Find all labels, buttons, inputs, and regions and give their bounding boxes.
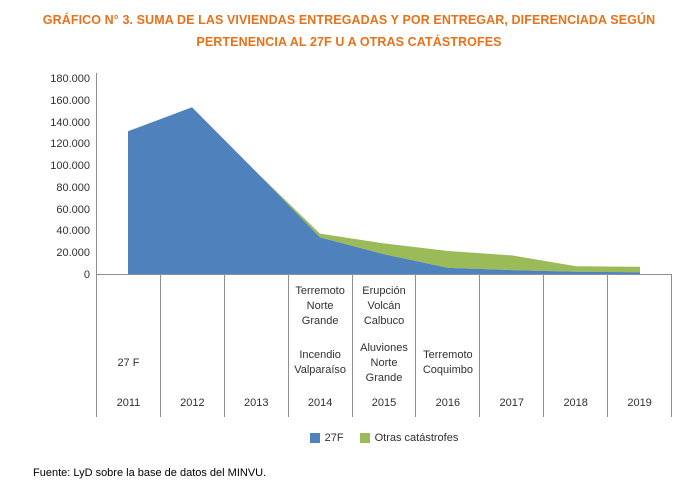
event-label-top — [608, 275, 671, 337]
year-label: 2015 — [371, 397, 397, 409]
category-column-2011: 27 F 2011 — [96, 275, 160, 417]
y-axis-tick-label: 160.000 — [50, 94, 90, 107]
chart-title-line1: GRÁFICO N° 3. SUMA DE LAS VIVIENDAS ENTR… — [42, 13, 656, 27]
event-label-top — [544, 275, 607, 337]
event-label-top: Terremoto Norte Grande — [295, 284, 345, 327]
category-column-2012: 2012 — [159, 275, 224, 417]
legend-item: 27F — [309, 432, 344, 444]
y-axis-tick-label: 60.000 — [56, 203, 90, 216]
legend-label: Otras catástrofes — [374, 432, 459, 444]
event-label-top — [97, 275, 160, 337]
y-axis-tick-label: 80.000 — [56, 181, 90, 194]
event-label-top — [416, 275, 479, 337]
event-label-bottom: 27 F — [117, 356, 140, 369]
event-label-top — [225, 275, 288, 337]
y-axis-tick-label: 20.000 — [56, 247, 90, 260]
event-label-top: Erupción Volcán Calbuco — [362, 284, 406, 327]
series-area-27f — [128, 107, 640, 275]
y-axis-tick-label: 100.000 — [50, 160, 90, 173]
event-label-bottom: Terremoto Coquimbo — [422, 349, 473, 376]
year-label: 2012 — [180, 397, 205, 409]
year-label: 2011 — [116, 397, 141, 409]
category-axis-table: 27 F 2011 2012 2013 Terremoto Norte Grande In… — [96, 275, 673, 417]
event-label-top — [480, 275, 543, 337]
category-column-2018: 2018 — [543, 275, 607, 417]
chart-title: GRÁFICO N° 3. SUMA DE LAS VIVIENDAS ENTR… — [10, 9, 688, 53]
category-column-2019: 2019 — [607, 275, 673, 417]
category-column-2013: 2013 — [223, 275, 288, 417]
event-label-bottom — [544, 337, 607, 389]
y-axis-tick-label: 140.000 — [50, 116, 90, 129]
year-label: 2018 — [563, 397, 588, 409]
event-label-bottom — [480, 337, 543, 389]
category-column-2016: Terremoto Coquimbo 2016 — [415, 275, 479, 417]
source-note: Fuente: LyD sobre la base de datos del M… — [33, 467, 267, 479]
event-label-bottom — [161, 337, 224, 389]
event-label-bottom — [225, 337, 288, 389]
legend-item: Otras catástrofes — [359, 432, 459, 444]
category-column-2015: Erupción Volcán Calbuco Aluviones Norte G… — [351, 275, 416, 417]
y-axis-tick-label: 40.000 — [56, 225, 90, 238]
year-label: 2019 — [627, 397, 652, 409]
event-label-bottom: Aluviones Norte Grande — [360, 341, 408, 384]
y-axis-tick-label: 180.000 — [50, 73, 90, 85]
event-label-bottom — [608, 337, 671, 389]
plot-area — [96, 73, 672, 275]
legend: 27F Otras catástrofes — [96, 428, 672, 448]
year-label: 2013 — [243, 397, 269, 409]
y-axis-tick-label: 120.000 — [50, 138, 90, 151]
legend-swatch-icon — [309, 433, 320, 443]
chart-title-line2: PERTENENCIA AL 27F U A OTRAS CATÁSTROFES — [196, 35, 502, 49]
year-label: 2014 — [307, 397, 333, 409]
year-label: 2016 — [435, 397, 461, 409]
category-column-2014: Terremoto Norte Grande Incendio Valparaís… — [287, 275, 352, 417]
legend-label: 27F — [324, 432, 344, 444]
event-label-top — [161, 275, 224, 337]
category-column-2017: 2017 — [479, 275, 543, 417]
year-label: 2017 — [499, 397, 525, 409]
y-axis-tick-label: 0 — [83, 269, 90, 281]
legend-swatch-icon — [359, 433, 370, 443]
event-label-bottom: Incendio Valparaíso — [294, 349, 346, 376]
